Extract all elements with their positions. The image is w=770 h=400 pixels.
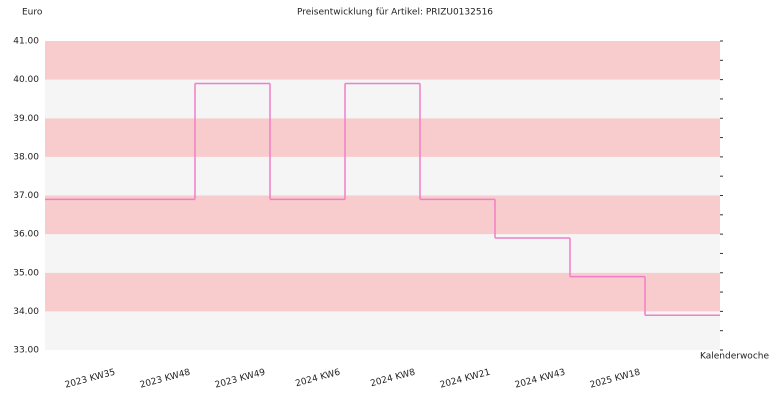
- y-tick-label: 41.00: [13, 37, 39, 47]
- y-tick-label: 33.00: [13, 346, 39, 356]
- x-tick-label: 2025 KW18: [589, 368, 642, 391]
- band: [45, 272, 720, 312]
- x-tick-label: 2024 KW8: [369, 368, 416, 390]
- y-tick-label: 35.00: [13, 268, 39, 278]
- x-tick-label: 2024 KW43: [514, 368, 567, 391]
- band: [45, 234, 720, 273]
- band: [45, 156, 720, 196]
- y-tick-label: 36.00: [13, 230, 39, 240]
- y-axis-label: Euro: [22, 8, 43, 18]
- chart-title: Preisentwicklung für Artikel: PRIZU01325…: [297, 8, 493, 18]
- y-tick-label: 40.00: [13, 75, 39, 85]
- x-tick-label: 2024 KW21: [439, 368, 492, 391]
- x-tick-label: 2023 KW49: [214, 368, 267, 391]
- band: [45, 41, 720, 80]
- y-tick-label: 38.00: [13, 152, 39, 162]
- band: [45, 195, 720, 235]
- band: [45, 311, 720, 350]
- y-tick-label: 34.00: [13, 307, 39, 317]
- x-axis-label: Kalenderwoche: [700, 352, 769, 362]
- x-tick-label: 2023 KW35: [64, 368, 117, 391]
- y-tick-label: 39.00: [13, 114, 39, 124]
- x-tick-label: 2024 KW6: [294, 368, 341, 390]
- band: [45, 118, 720, 157]
- y-tick-label: 37.00: [13, 191, 39, 201]
- band: [45, 79, 720, 119]
- x-tick-label: 2023 KW48: [139, 368, 192, 391]
